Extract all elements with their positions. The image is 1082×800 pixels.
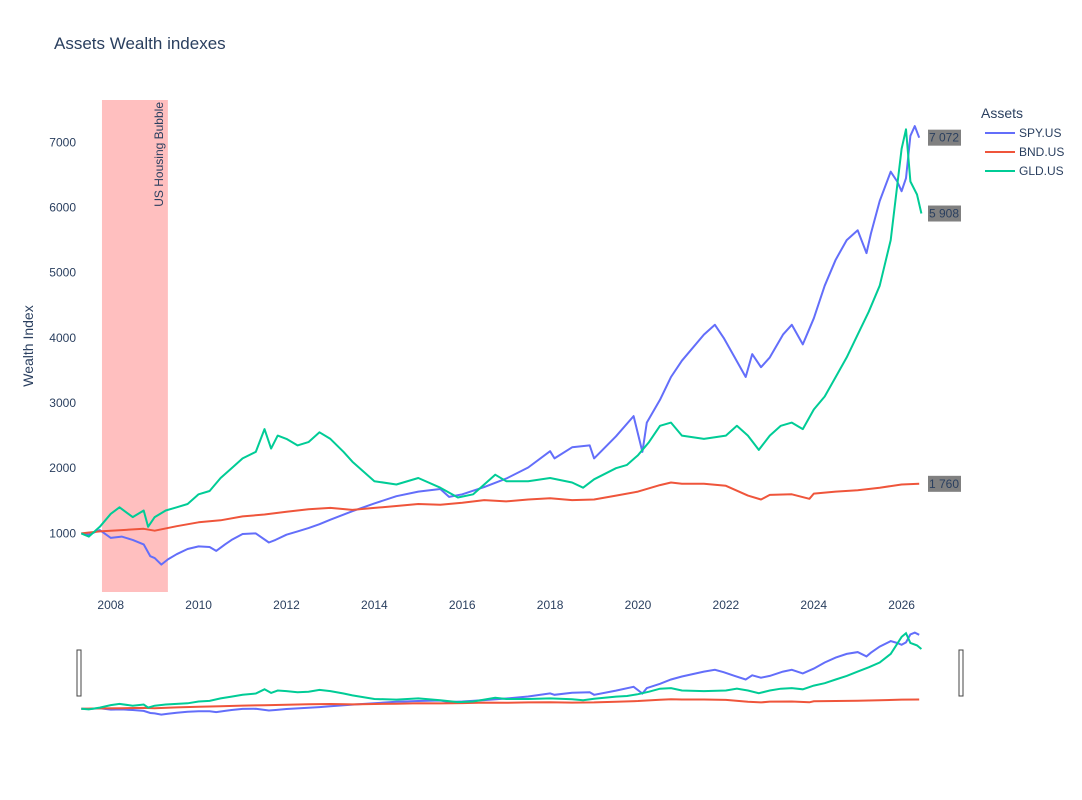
end-label-bnd-us: 1 760: [928, 475, 961, 492]
legend-label: BND.US: [1019, 145, 1064, 159]
main-plot-lines: [80, 125, 923, 566]
x-tick-label: 2020: [625, 598, 652, 612]
range-slider-left-handle[interactable]: [76, 649, 82, 697]
series-line-spy-us: [81, 125, 921, 566]
end-label-text: 7 072: [929, 131, 959, 145]
end-label-box: [928, 205, 961, 222]
shaded-region-us-housing-bubble: [101, 100, 168, 592]
end-label-box: [928, 475, 961, 492]
end-label-text: 5 908: [929, 207, 959, 221]
x-tick-label: 2010: [185, 598, 212, 612]
legend-title: Assets: [981, 105, 1023, 121]
y-tick-label: 1000: [49, 526, 76, 540]
series-line-gld-us: [80, 128, 923, 538]
chart-title: Assets Wealth indexes: [54, 34, 226, 53]
x-tick-label: 2016: [449, 598, 476, 612]
range-slider[interactable]: [76, 628, 964, 716]
x-tick-label: 2026: [888, 598, 915, 612]
legend-item-spy-us[interactable]: SPY.US: [985, 126, 1061, 140]
y-axis-ticks: 1000 2000 3000 4000 5000 6000 7000: [49, 135, 76, 540]
y-tick-label: 7000: [49, 135, 76, 149]
y-tick-label: 2000: [49, 461, 76, 475]
y-tick-label: 6000: [49, 201, 76, 215]
range-slider-line-gld-us: [81, 631, 923, 711]
x-tick-label: 2014: [361, 598, 388, 612]
shaded-region-label: US Housing Bubble: [152, 102, 166, 207]
legend-label: SPY.US: [1019, 126, 1061, 140]
y-tick-label: 5000: [49, 266, 76, 280]
y-tick-label: 4000: [49, 331, 76, 345]
legend-item-bnd-us[interactable]: BND.US: [985, 145, 1064, 159]
legend-item-gld-us[interactable]: GLD.US: [985, 164, 1064, 178]
x-tick-label: 2018: [537, 598, 564, 612]
range-slider-line-spy-us: [81, 631, 920, 716]
end-label-gld-us: 5 908: [928, 205, 961, 222]
x-tick-label: 2012: [273, 598, 300, 612]
range-slider-right-handle[interactable]: [958, 649, 964, 697]
range-slider-line-bnd-us: [81, 698, 920, 710]
legend-label: GLD.US: [1019, 164, 1064, 178]
legend: Assets SPY.US BND.US GLD.US: [981, 105, 1064, 178]
end-value-labels: 7 072 5 908 1 760: [928, 129, 961, 492]
x-tick-label: 2024: [800, 598, 827, 612]
end-label-text: 1 760: [929, 477, 959, 491]
x-tick-label: 2022: [713, 598, 740, 612]
end-label-box: [928, 129, 961, 146]
x-axis-ticks: 2008 2010 2012 2014 2016 2018 2020 2022 2024 2026: [97, 598, 915, 612]
range-slider-lines: [81, 631, 923, 716]
end-label-spy-us: 7 072: [928, 129, 961, 146]
series-line-bnd-us: [81, 481, 920, 535]
y-axis-title: Wealth Index: [20, 305, 36, 386]
y-tick-label: 3000: [49, 396, 76, 410]
x-tick-label: 2008: [97, 598, 124, 612]
